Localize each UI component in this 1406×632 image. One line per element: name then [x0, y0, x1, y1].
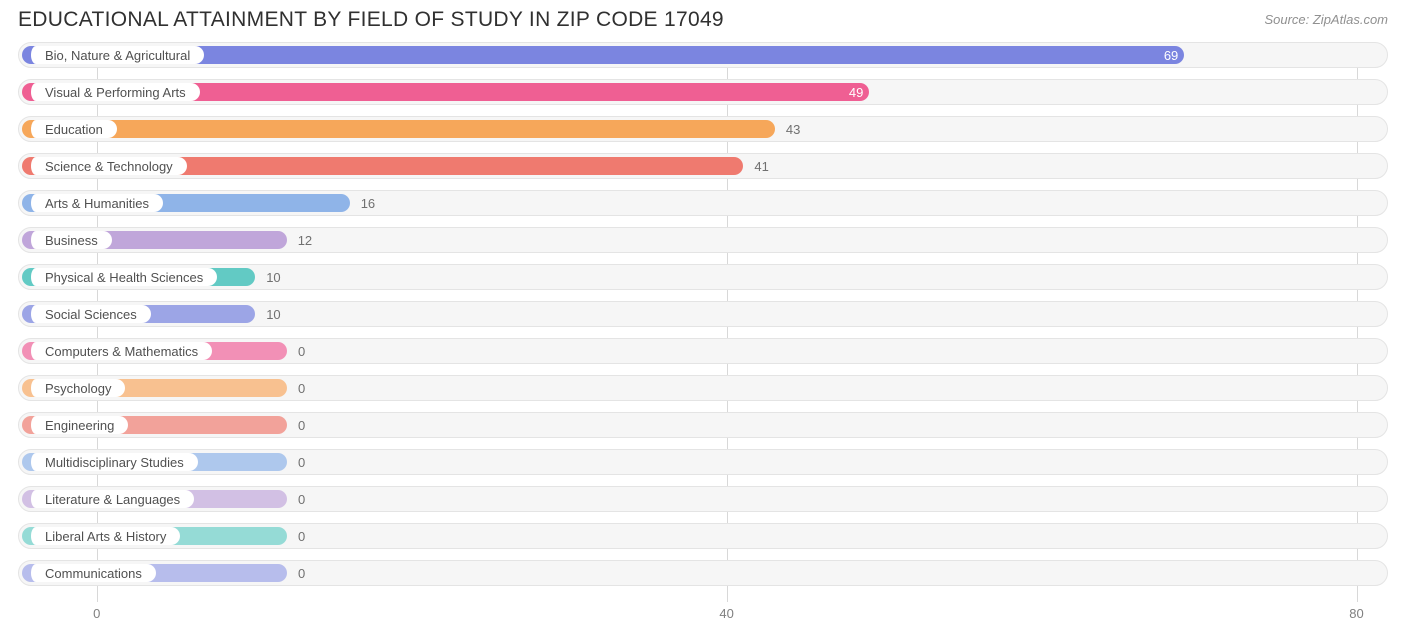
category-pill: Business [27, 231, 112, 249]
value-label: 10 [266, 302, 280, 326]
category-pill: Physical & Health Sciences [27, 268, 217, 286]
bar-row: Social Sciences 10 [18, 301, 1388, 327]
category-pill: Literature & Languages [27, 490, 194, 508]
value-label: 43 [786, 117, 800, 141]
bar [22, 120, 775, 138]
category-pill: Computers & Mathematics [27, 342, 212, 360]
value-label: 41 [754, 154, 768, 178]
value-label: 0 [298, 487, 305, 511]
x-tick-label: 40 [719, 606, 733, 621]
value-label: 0 [298, 339, 305, 363]
value-label: 0 [298, 450, 305, 474]
bar-row: Business 12 [18, 227, 1388, 253]
category-pill: Liberal Arts & History [27, 527, 180, 545]
value-label: 0 [298, 524, 305, 548]
bar-row: Arts & Humanities 16 [18, 190, 1388, 216]
value-label: 16 [361, 191, 375, 215]
bar-row: Education 43 [18, 116, 1388, 142]
value-label: 10 [266, 265, 280, 289]
source-label: Source: ZipAtlas.com [1264, 8, 1388, 27]
chart-area: Bio, Nature & Agricultural69 Visual & Per… [18, 42, 1388, 602]
value-label: 69 [22, 43, 1178, 67]
bar-row: Communications 0 [18, 560, 1388, 586]
x-tick-label: 80 [1349, 606, 1363, 621]
x-tick-label: 0 [93, 606, 100, 621]
bar-row: Science & Technology 41 [18, 153, 1388, 179]
plot: Bio, Nature & Agricultural69 Visual & Per… [18, 42, 1388, 602]
header: EDUCATIONAL ATTAINMENT BY FIELD OF STUDY… [0, 0, 1406, 36]
category-pill: Communications [27, 564, 156, 582]
bar-row: Computers & Mathematics 0 [18, 338, 1388, 364]
bar-row: Physical & Health Sciences 10 [18, 264, 1388, 290]
value-label: 12 [298, 228, 312, 252]
bar-row: Liberal Arts & History 0 [18, 523, 1388, 549]
category-pill: Science & Technology [27, 157, 187, 175]
bar-row: Literature & Languages 0 [18, 486, 1388, 512]
bar-row: Engineering 0 [18, 412, 1388, 438]
value-label: 0 [298, 561, 305, 585]
bar-row: Bio, Nature & Agricultural69 [18, 42, 1388, 68]
category-pill: Arts & Humanities [27, 194, 163, 212]
category-pill: Psychology [27, 379, 125, 397]
category-pill: Education [27, 120, 117, 138]
x-axis: 0 40 80 [18, 606, 1388, 626]
value-label: 0 [298, 376, 305, 400]
value-label: 49 [22, 80, 863, 104]
bar-row: Visual & Performing Arts49 [18, 79, 1388, 105]
value-label: 0 [298, 413, 305, 437]
bar-row: Multidisciplinary Studies 0 [18, 449, 1388, 475]
category-pill: Engineering [27, 416, 128, 434]
category-pill: Multidisciplinary Studies [27, 453, 198, 471]
category-pill: Social Sciences [27, 305, 151, 323]
bar-row: Psychology 0 [18, 375, 1388, 401]
chart-title: EDUCATIONAL ATTAINMENT BY FIELD OF STUDY… [18, 8, 724, 32]
